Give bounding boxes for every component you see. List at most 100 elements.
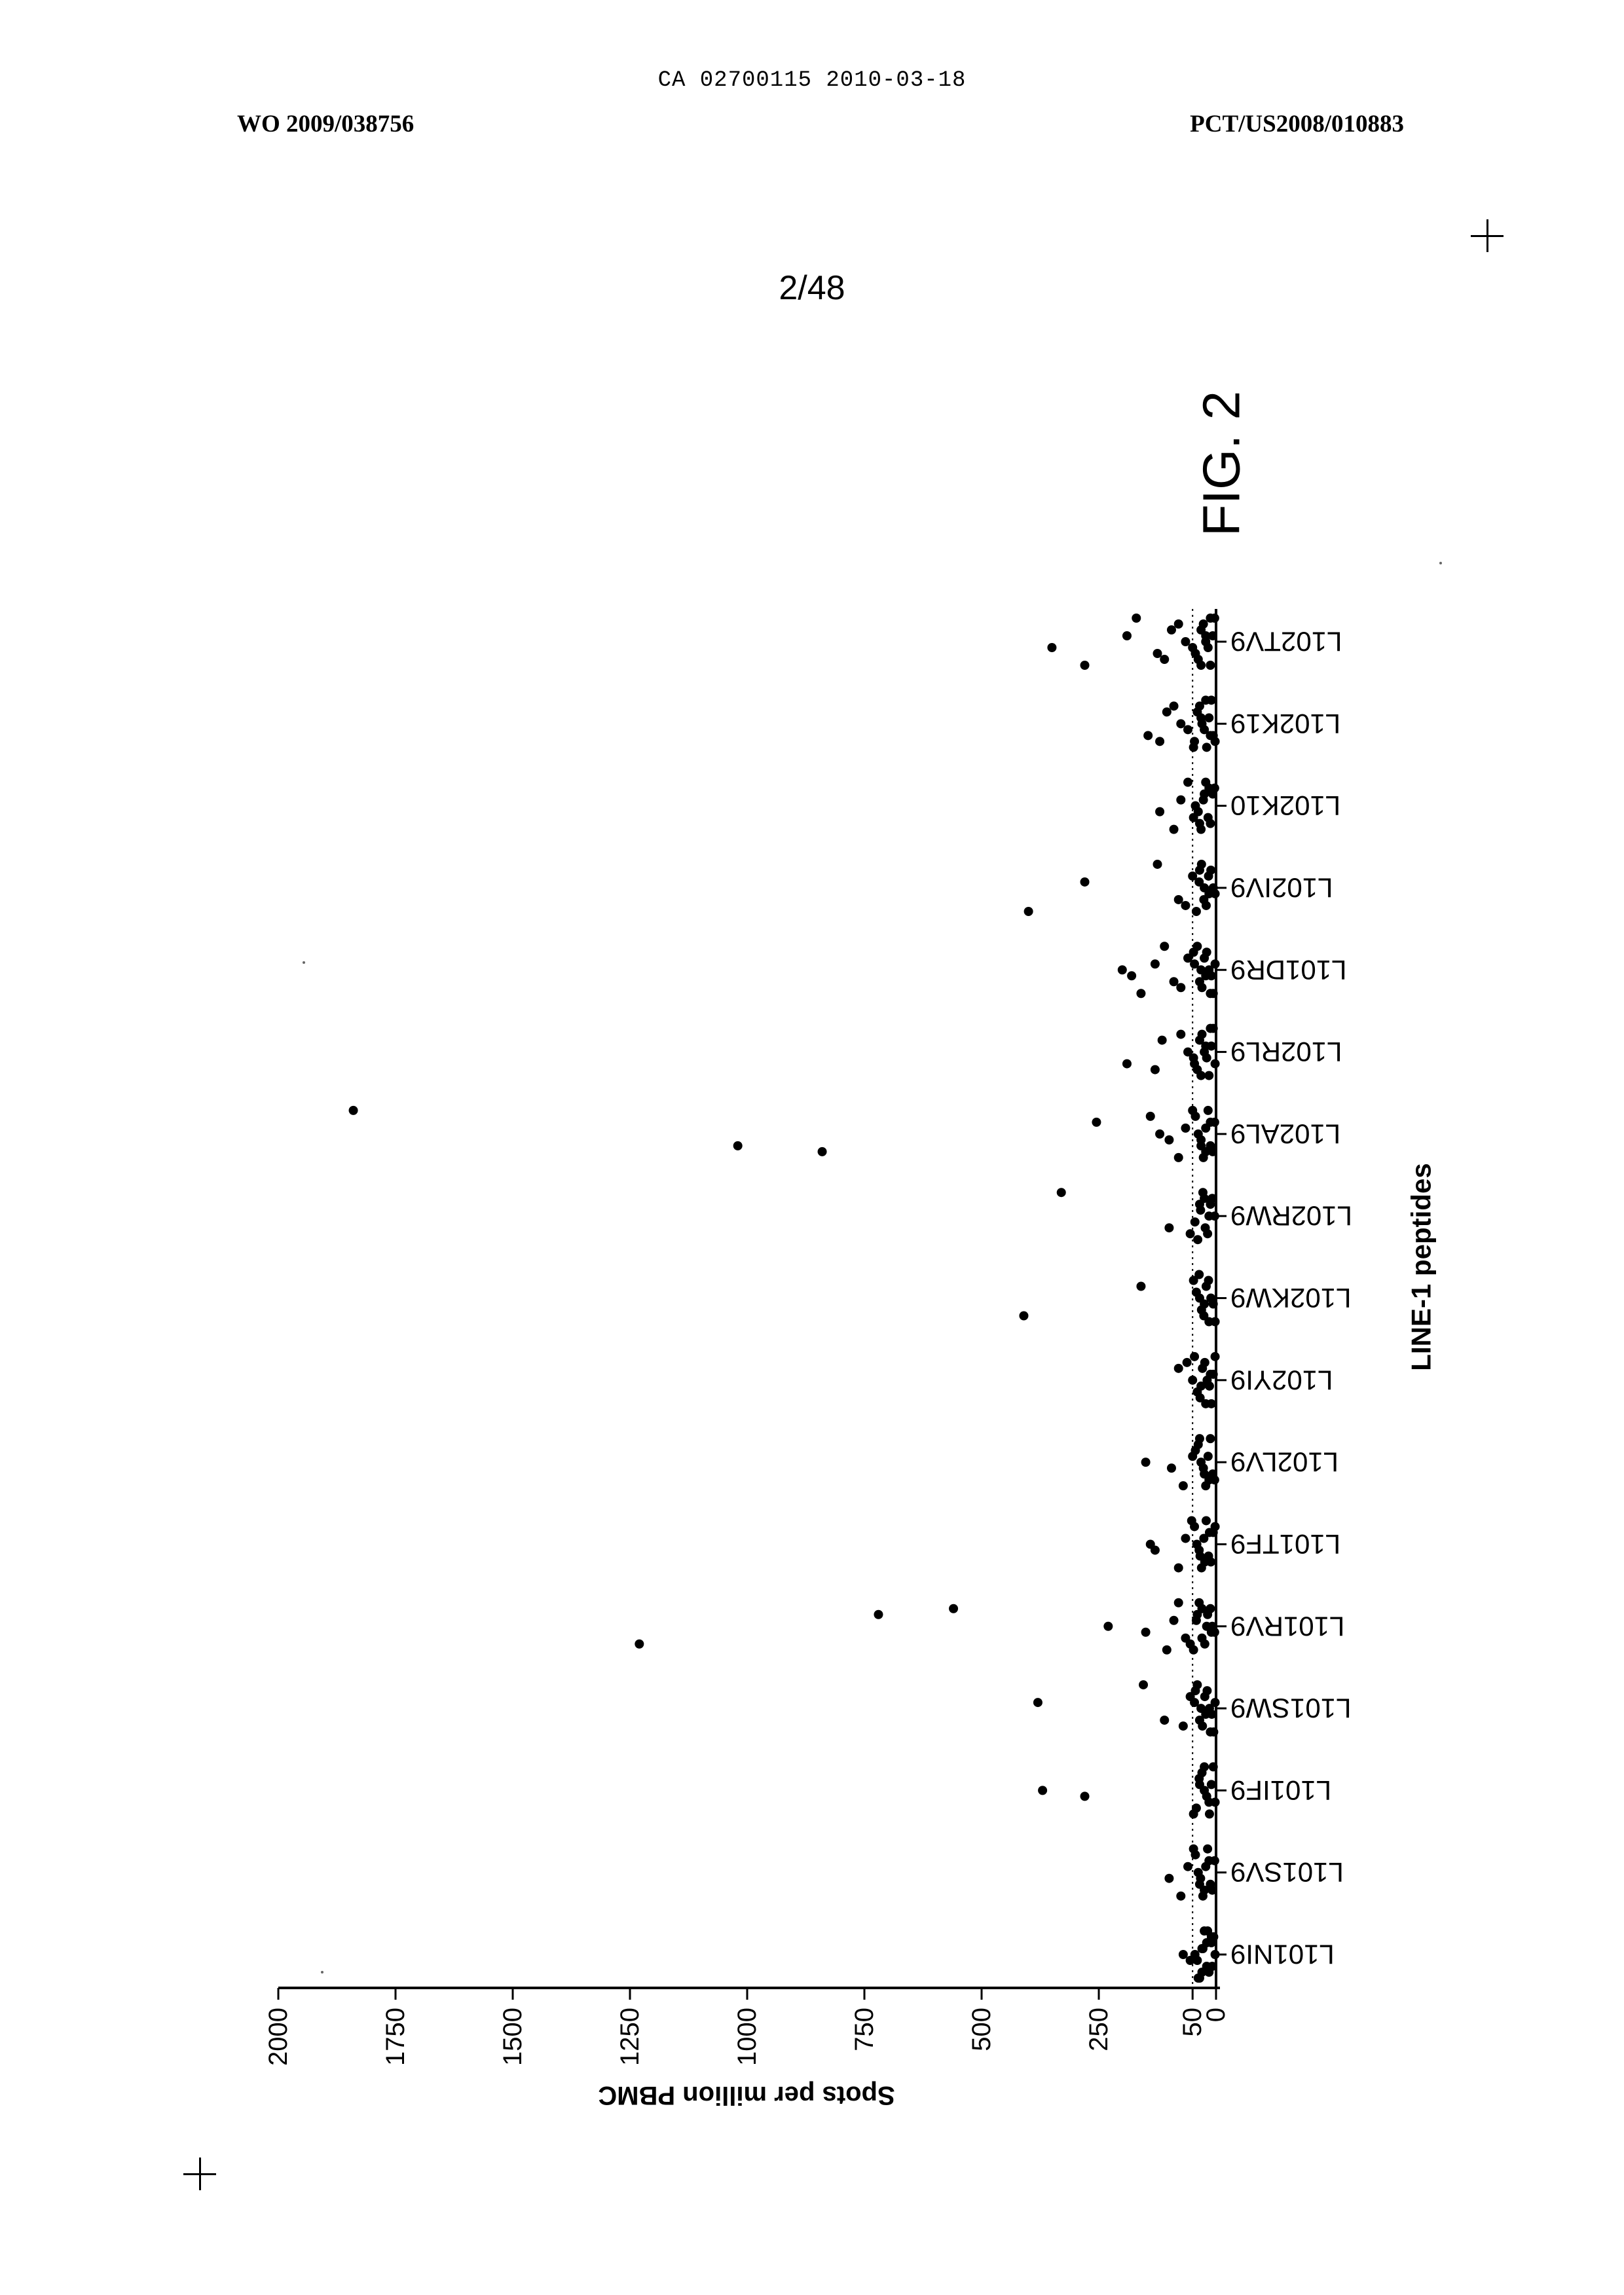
- data-point: [1155, 807, 1164, 817]
- y-axis-ticks: 05025050075010001250150017502000: [264, 1988, 1230, 2066]
- data-point: [1080, 661, 1090, 670]
- data-point: [1188, 643, 1197, 652]
- data-point: [1103, 1622, 1113, 1631]
- data-point: [1194, 1868, 1203, 1877]
- data-point: [1181, 1124, 1190, 1133]
- data-point: [1170, 825, 1179, 834]
- data-point: [1190, 801, 1200, 811]
- x-axis-title: LINE-1 peptides: [1406, 1163, 1437, 1370]
- data-point: [1204, 1452, 1213, 1461]
- data-point: [1206, 1118, 1215, 1127]
- data-point: [1196, 1551, 1205, 1560]
- data-point: [1164, 1874, 1173, 1883]
- data-point: [1206, 661, 1215, 670]
- data-point: [1201, 1042, 1210, 1051]
- data-point: [1204, 1211, 1213, 1221]
- data-point: [1195, 866, 1204, 875]
- data-point: [1206, 1727, 1215, 1736]
- data-point: [1183, 778, 1192, 787]
- x-tick-label: L101SW9: [1230, 1693, 1351, 1724]
- data-point: [1174, 1364, 1183, 1373]
- data-point: [1205, 1809, 1214, 1818]
- data-point: [1196, 965, 1206, 974]
- data-point: [1207, 1780, 1216, 1789]
- data-point: [1195, 1200, 1204, 1209]
- data-point: [1047, 643, 1056, 652]
- data-point: [1190, 1217, 1200, 1226]
- data-point: [1204, 1071, 1213, 1080]
- axes: [278, 609, 1220, 1988]
- y-tick-label: 1250: [616, 2008, 644, 2066]
- data-point: [1203, 1845, 1212, 1854]
- data-point: [1155, 1129, 1164, 1139]
- data-point: [1195, 1434, 1204, 1443]
- data-point: [1164, 1223, 1173, 1232]
- data-point: [1118, 965, 1127, 974]
- data-point: [1143, 731, 1153, 740]
- data-point: [635, 1640, 644, 1649]
- data-point: [1160, 655, 1169, 664]
- data-point: [1141, 1628, 1151, 1637]
- data-point: [1202, 1516, 1211, 1525]
- data-point: [1179, 1950, 1188, 1959]
- data-point: [1174, 1598, 1183, 1607]
- x-axis-categories: L101NI9L101SV9L101IF9L101SW9L101RV9L101T…: [1216, 627, 1352, 1970]
- data-point: [1196, 1458, 1206, 1467]
- data-point: [1170, 701, 1179, 710]
- x-tick-label: L102IV9: [1230, 872, 1333, 903]
- data-point: [949, 1604, 958, 1613]
- x-tick-label: L102RW9: [1230, 1201, 1352, 1232]
- data-point: [1189, 813, 1198, 822]
- data-point: [1204, 1797, 1213, 1807]
- x-tick-label: L102K19: [1230, 708, 1340, 739]
- data-point: [1200, 1762, 1209, 1771]
- data-point: [1183, 953, 1192, 963]
- data-point: [1196, 1382, 1206, 1391]
- data-point: [1146, 1539, 1155, 1549]
- data-point: [1194, 1974, 1203, 1983]
- data-point: [1201, 631, 1210, 640]
- data-point: [1057, 1188, 1066, 1197]
- data-point: [1206, 1024, 1215, 1033]
- data-point: [1033, 1698, 1043, 1707]
- data-point: [1204, 1317, 1213, 1327]
- data-point: [1192, 907, 1201, 916]
- data-point: [1181, 1634, 1190, 1643]
- data-point: [1196, 661, 1206, 670]
- data-point: [1195, 1294, 1204, 1303]
- data-point: [1179, 1481, 1188, 1490]
- y-tick-label: 1500: [498, 2008, 527, 2066]
- data-point: [1190, 1352, 1199, 1361]
- y-tick-label: 1750: [381, 2008, 410, 2066]
- data-point: [818, 1147, 827, 1156]
- data-point: [1162, 707, 1172, 716]
- data-point: [1204, 713, 1213, 722]
- data-point: [1038, 1786, 1047, 1795]
- data-point: [1151, 959, 1160, 968]
- data-point: [1181, 901, 1190, 910]
- x-tick-label: L101NI9: [1230, 1939, 1335, 1970]
- data-point: [1167, 1463, 1176, 1473]
- data-point: [1092, 1118, 1101, 1127]
- data-point: [1176, 1892, 1185, 1901]
- data-point: [1153, 860, 1162, 869]
- data-point: [1193, 1235, 1202, 1244]
- data-point: [1204, 872, 1213, 881]
- y-tick-label: 1000: [733, 2008, 762, 2066]
- data-point: [1179, 1721, 1188, 1731]
- data-point: [1202, 1282, 1211, 1291]
- data-point: [1170, 1616, 1179, 1625]
- data-point: [1204, 1106, 1213, 1115]
- data-point: [1139, 1680, 1148, 1689]
- data-point: [1146, 1112, 1155, 1121]
- data-point: [1141, 1458, 1151, 1467]
- data-point: [1174, 895, 1183, 904]
- data-point: [1189, 743, 1198, 752]
- data-point: [1170, 977, 1179, 986]
- data-point: [1136, 989, 1145, 998]
- data-point: [1201, 695, 1210, 705]
- data-point: [1151, 1065, 1160, 1074]
- x-tick-label: L101TF9: [1230, 1529, 1340, 1560]
- data-point: [1200, 1692, 1209, 1701]
